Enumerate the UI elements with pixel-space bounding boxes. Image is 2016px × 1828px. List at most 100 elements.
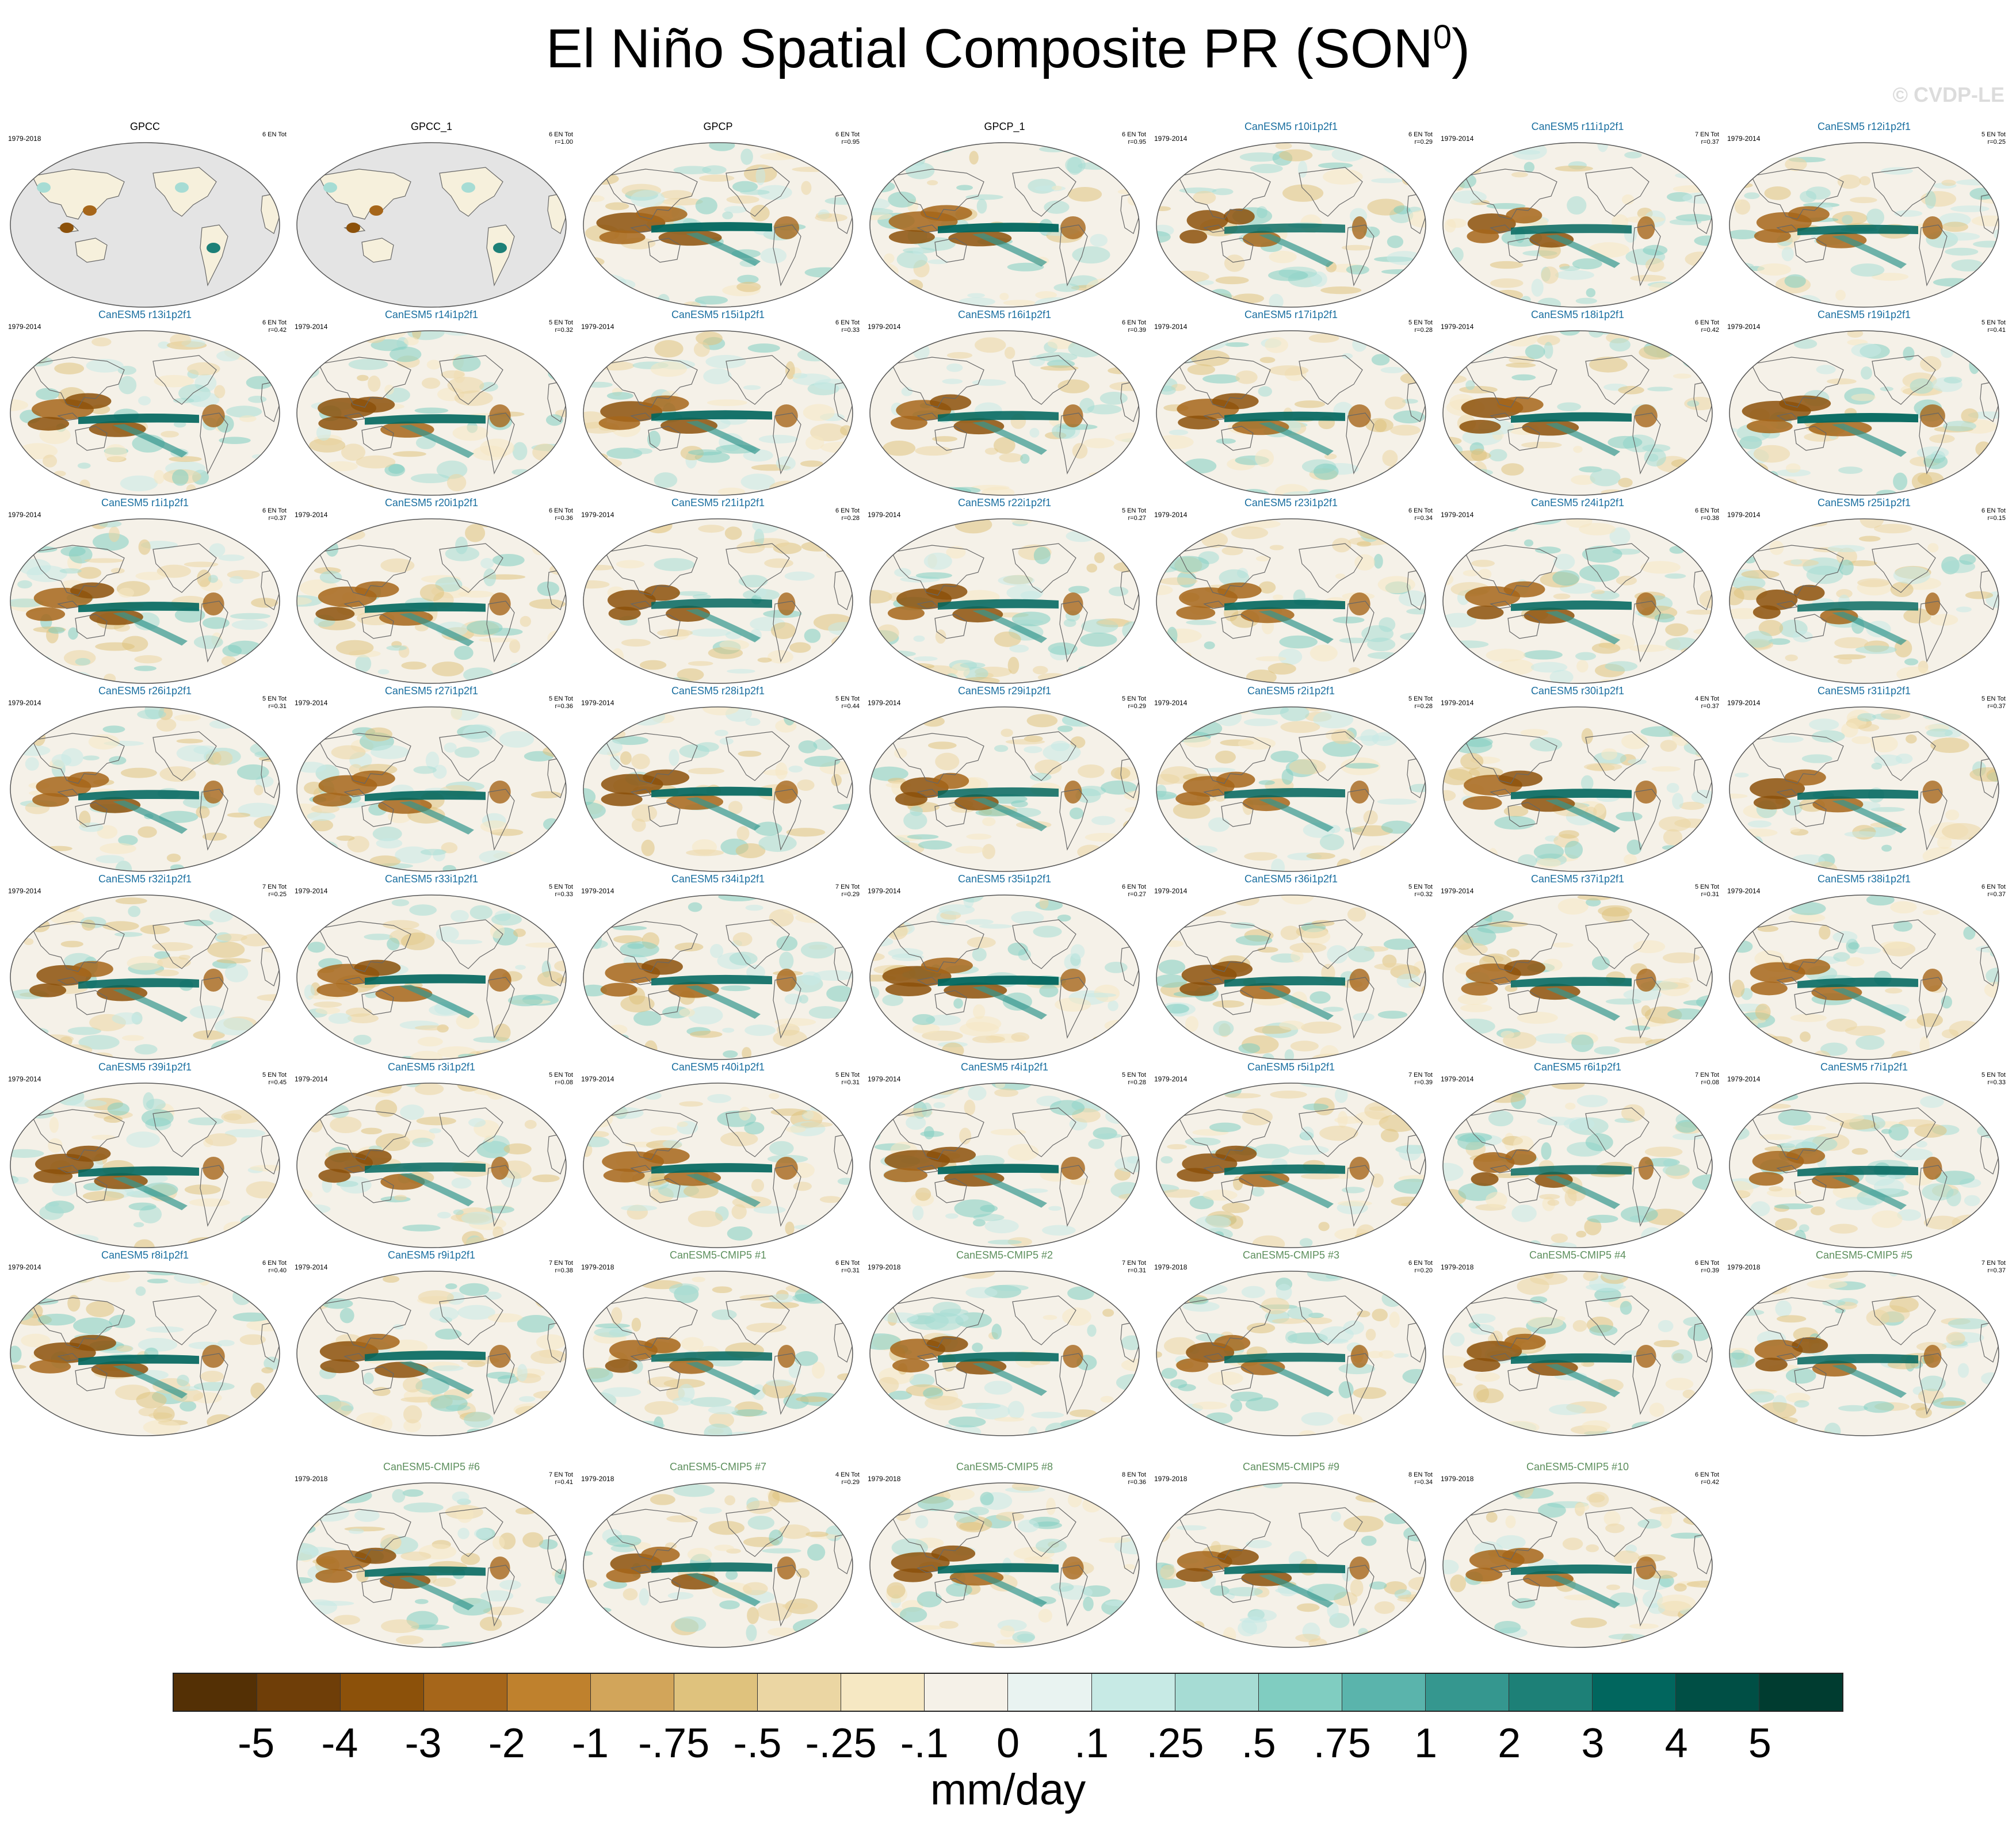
panel-stats: 7 EN Tot r=0.41 — [549, 1471, 573, 1486]
panel-event-count: 8 EN Tot — [1408, 1471, 1433, 1478]
world-map — [1442, 706, 1713, 872]
panel-correlation: r=0.25 — [268, 891, 287, 898]
panel-title: CanESM5 r18i1p2f1 — [1530, 309, 1625, 320]
colorbar-tick-label: 4 — [1664, 1720, 1688, 1766]
panel-title: CanESM5 r34i1p2f1 — [671, 873, 765, 885]
panel-correlation: r=0.15 — [1987, 515, 2006, 522]
panel-period: 1979-2018 — [581, 1263, 614, 1271]
panel-correlation: r=0.36 — [1128, 1479, 1147, 1486]
panel-event-count: 6 EN Tot — [835, 507, 860, 514]
map-panel: CanESM5 r39i1p2f1 1979-2014 5 EN Tot r=0.45 — [2, 1061, 288, 1251]
panel-grid: GPCC 1979-2018 6 EN Tot GPCC_1 6 EN Tot r=1.0… — [2, 121, 2007, 1648]
panel-stats: 5 EN Tot r=0.37 — [1981, 695, 2006, 710]
panel-stats: 6 EN Tot r=0.95 — [1122, 131, 1146, 146]
world-map — [583, 142, 853, 308]
map-panel: CanESM5 r33i1p2f1 1979-2014 5 EN Tot r=0.33 — [289, 873, 574, 1063]
panel-period: 1979-2018 — [868, 1263, 901, 1271]
panel-event-count: 5 EN Tot — [549, 319, 573, 326]
map-outline — [583, 1482, 853, 1648]
panel-title: CanESM5-CMIP5 #7 — [669, 1461, 767, 1473]
panel-stats: 6 EN Tot — [262, 131, 287, 139]
map-panel: CanESM5-CMIP5 #4 1979-2018 6 EN Tot r=0.39 — [1435, 1249, 1720, 1439]
map-panel: CanESM5 r1i1p2f1 1979-2014 6 EN Tot r=0.37 — [2, 497, 288, 687]
panel-title: CanESM5 r9i1p2f1 — [387, 1249, 476, 1261]
panel-event-count: 5 EN Tot — [1981, 1072, 2006, 1079]
colorbar-swatch — [1509, 1674, 1593, 1711]
world-map — [1442, 142, 1713, 308]
panel-period: 1979-2014 — [868, 887, 901, 895]
panel-title: GPCC_1 — [410, 121, 453, 132]
map-panel: GPCP_1 6 EN Tot r=0.95 — [862, 121, 1147, 311]
map-panel: CanESM5 r18i1p2f1 1979-2014 6 EN Tot r=0.42 — [1435, 309, 1720, 499]
colorbar-swatch — [341, 1674, 425, 1711]
panel-event-count: 7 EN Tot — [1408, 1072, 1433, 1079]
world-map — [583, 330, 853, 496]
colorbar-units: mm/day — [930, 1765, 1086, 1814]
panel-correlation: r=0.38 — [555, 1267, 574, 1274]
panel-correlation: r=0.39 — [1128, 327, 1147, 334]
panel-period: 1979-2014 — [1441, 511, 1474, 519]
panel-period: 1979-2018 — [1154, 1475, 1188, 1483]
panel-event-count: 7 EN Tot — [1695, 1072, 1719, 1079]
panel-stats: 6 EN Tot r=0.20 — [1408, 1260, 1433, 1275]
world-map — [296, 330, 567, 496]
map-panel: CanESM5-CMIP5 #1 1979-2018 6 EN Tot r=0.31 — [575, 1249, 861, 1439]
panel-stats: 7 EN Tot r=0.39 — [1408, 1072, 1433, 1087]
panel-correlation: r=0.95 — [841, 139, 860, 146]
panel-period: 1979-2014 — [581, 323, 614, 331]
world-map — [1729, 1271, 1999, 1436]
panel-event-count: 5 EN Tot — [1122, 1072, 1146, 1079]
map-outline — [869, 894, 1140, 1060]
panel-title: CanESM5 r14i1p2f1 — [384, 309, 479, 320]
panel-period: 1979-2014 — [8, 1075, 41, 1083]
panel-correlation: r=0.33 — [841, 327, 860, 334]
panel-title: CanESM5 r37i1p2f1 — [1530, 873, 1625, 885]
colorbar-tick-label: -.5 — [733, 1720, 782, 1766]
colorbar-swatch — [1675, 1674, 1759, 1711]
panel-correlation: r=0.38 — [1701, 515, 1720, 522]
colorbar-swatch — [758, 1674, 842, 1711]
panel-title: CanESM5-CMIP5 #6 — [383, 1461, 480, 1473]
panel-title: CanESM5 r2i1p2f1 — [1247, 685, 1335, 697]
colorbar — [173, 1673, 1843, 1712]
panel-stats: 6 EN Tot r=0.15 — [1981, 507, 2006, 522]
map-outline — [10, 1083, 280, 1248]
panel-event-count: 6 EN Tot — [1408, 131, 1433, 138]
map-panel: CanESM5 r8i1p2f1 1979-2014 6 EN Tot r=0.40 — [2, 1249, 288, 1439]
colorbar-swatch — [424, 1674, 508, 1711]
map-outline — [1442, 142, 1713, 308]
panel-stats: 5 EN Tot r=0.28 — [1408, 319, 1433, 334]
panel-stats: 6 EN Tot r=0.27 — [1122, 884, 1146, 898]
map-panel: CanESM5 r16i1p2f1 1979-2014 6 EN Tot r=0.39 — [862, 309, 1147, 499]
panel-event-count: 5 EN Tot — [1695, 884, 1719, 890]
panel-stats: 5 EN Tot r=0.08 — [549, 1072, 573, 1087]
map-panel: CanESM5 r21i1p2f1 1979-2014 6 EN Tot r=0.28 — [575, 497, 861, 687]
panel-title: CanESM5-CMIP5 #8 — [956, 1461, 1053, 1473]
panel-correlation: r=0.42 — [1701, 1479, 1720, 1486]
panel-stats: 6 EN Tot r=0.39 — [1695, 1260, 1719, 1275]
colorbar-swatch — [1342, 1674, 1426, 1711]
colorbar-ticks: -5 -4 -3 -2 -1 -.75 -.5 -.25 -.1 0 .1 .25 .5 .75 1 2 3 4 5 — [173, 1720, 1843, 1772]
panel-period: 1979-2014 — [581, 887, 614, 895]
map-outline — [10, 142, 280, 308]
panel-title: CanESM5 r20i1p2f1 — [384, 497, 479, 508]
panel-period: 1979-2014 — [8, 511, 41, 519]
world-map — [10, 330, 280, 496]
map-panel: CanESM5 r11i1p2f1 1979-2014 7 EN Tot r=0.37 — [1435, 121, 1720, 311]
world-map — [296, 1271, 567, 1436]
map-outline — [869, 1482, 1140, 1648]
map-outline — [1729, 330, 1999, 496]
panel-event-count: 7 EN Tot — [262, 884, 287, 890]
panel-stats: 7 EN Tot r=0.29 — [835, 884, 860, 898]
panel-title: CanESM5 r22i1p2f1 — [957, 497, 1052, 508]
map-panel: CanESM5 r5i1p2f1 1979-2014 7 EN Tot r=0.39 — [1148, 1061, 1434, 1251]
map-panel: CanESM5 r7i1p2f1 1979-2014 5 EN Tot r=0.33 — [1721, 1061, 2007, 1251]
panel-stats: 6 EN Tot r=0.28 — [835, 507, 860, 522]
colorbar-tick-label: -2 — [488, 1720, 525, 1766]
panel-stats: 6 EN Tot r=0.37 — [262, 507, 287, 522]
panel-event-count: 6 EN Tot — [1981, 507, 2006, 514]
panel-period: 1979-2014 — [295, 1263, 328, 1271]
panel-title: CanESM5 r5i1p2f1 — [1247, 1061, 1335, 1073]
panel-title: CanESM5 r15i1p2f1 — [671, 309, 765, 320]
panel-title: CanESM5 r7i1p2f1 — [1820, 1061, 1908, 1073]
